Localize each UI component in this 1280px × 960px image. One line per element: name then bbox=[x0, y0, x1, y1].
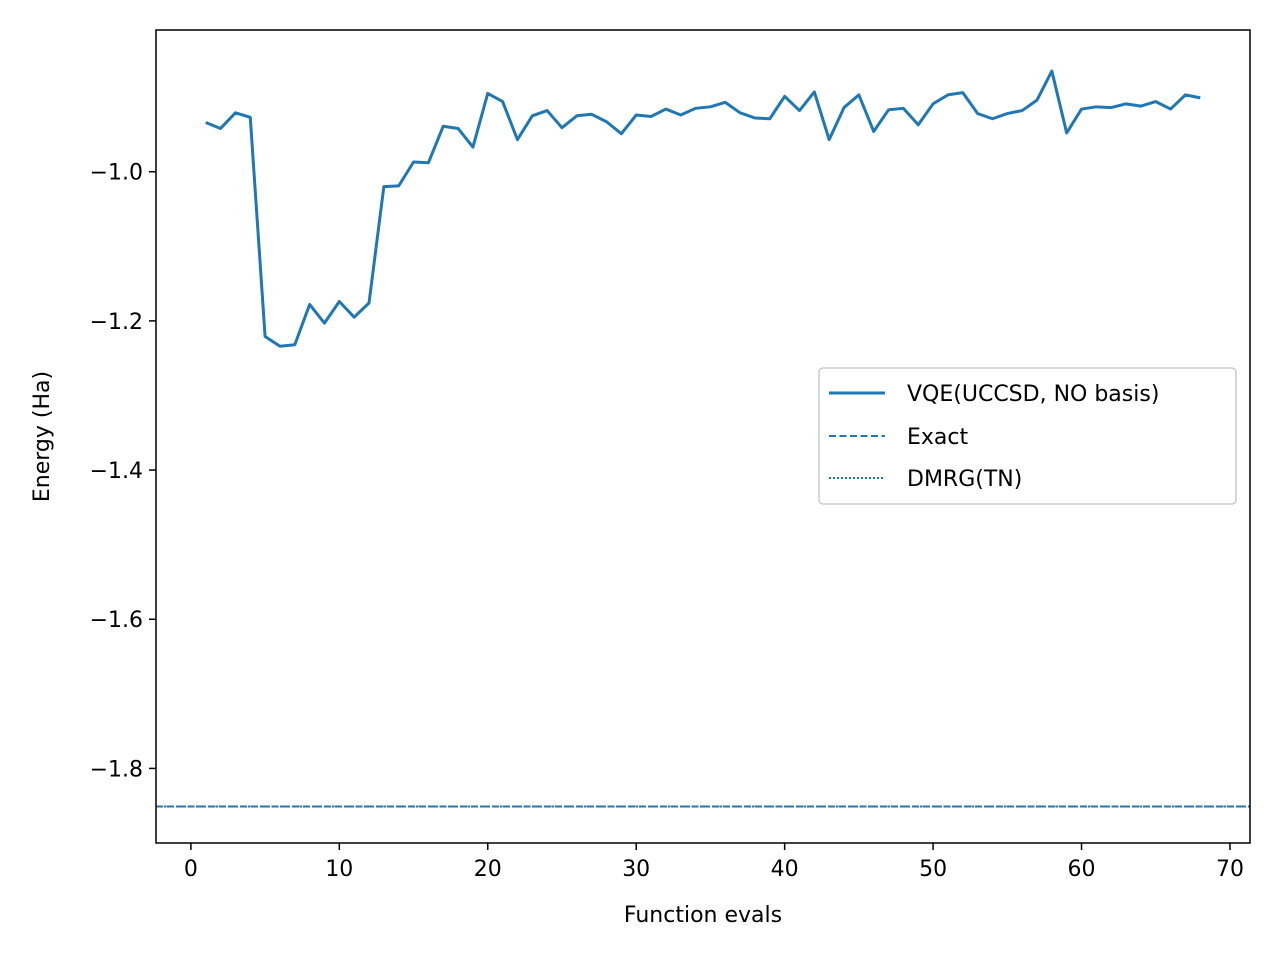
y-axis: −1.8 −1.6 −1.4 −1.2 −1.0 bbox=[90, 161, 156, 782]
y-tick-label: −1.0 bbox=[90, 161, 143, 186]
x-tick-label: 20 bbox=[474, 857, 502, 882]
series-line-vqe bbox=[205, 69, 1201, 348]
x-tick-label: 10 bbox=[325, 857, 353, 882]
y-tick-label: −1.2 bbox=[90, 310, 143, 335]
y-tick-label: −1.4 bbox=[90, 459, 143, 484]
x-tick-label: 30 bbox=[622, 857, 650, 882]
x-tick-label: 40 bbox=[771, 857, 799, 882]
x-axis-label: Function evals bbox=[624, 903, 782, 928]
legend-label-vqe: VQE(UCCSD, NO basis) bbox=[907, 382, 1159, 407]
legend-label-dmrg: DMRG(TN) bbox=[907, 467, 1022, 492]
legend-box bbox=[818, 367, 1237, 505]
x-axis: 0 10 20 30 40 50 60 70 bbox=[184, 843, 1244, 882]
legend: VQE(UCCSD, NO basis) Exact DMRG(TN) bbox=[818, 367, 1237, 505]
plot-area bbox=[155, 29, 1251, 844]
series-layer bbox=[156, 69, 1250, 808]
x-tick-label: 50 bbox=[919, 857, 947, 882]
x-tick-label: 0 bbox=[184, 857, 198, 882]
y-axis-label: Energy (Ha) bbox=[30, 371, 55, 502]
x-tick-label: 70 bbox=[1216, 857, 1244, 882]
x-tick-label: 60 bbox=[1068, 857, 1096, 882]
legend-label-exact: Exact bbox=[907, 425, 968, 450]
y-tick-label: −1.6 bbox=[90, 608, 143, 633]
y-tick-label: −1.8 bbox=[90, 757, 143, 782]
axes-frame bbox=[155, 29, 1251, 844]
